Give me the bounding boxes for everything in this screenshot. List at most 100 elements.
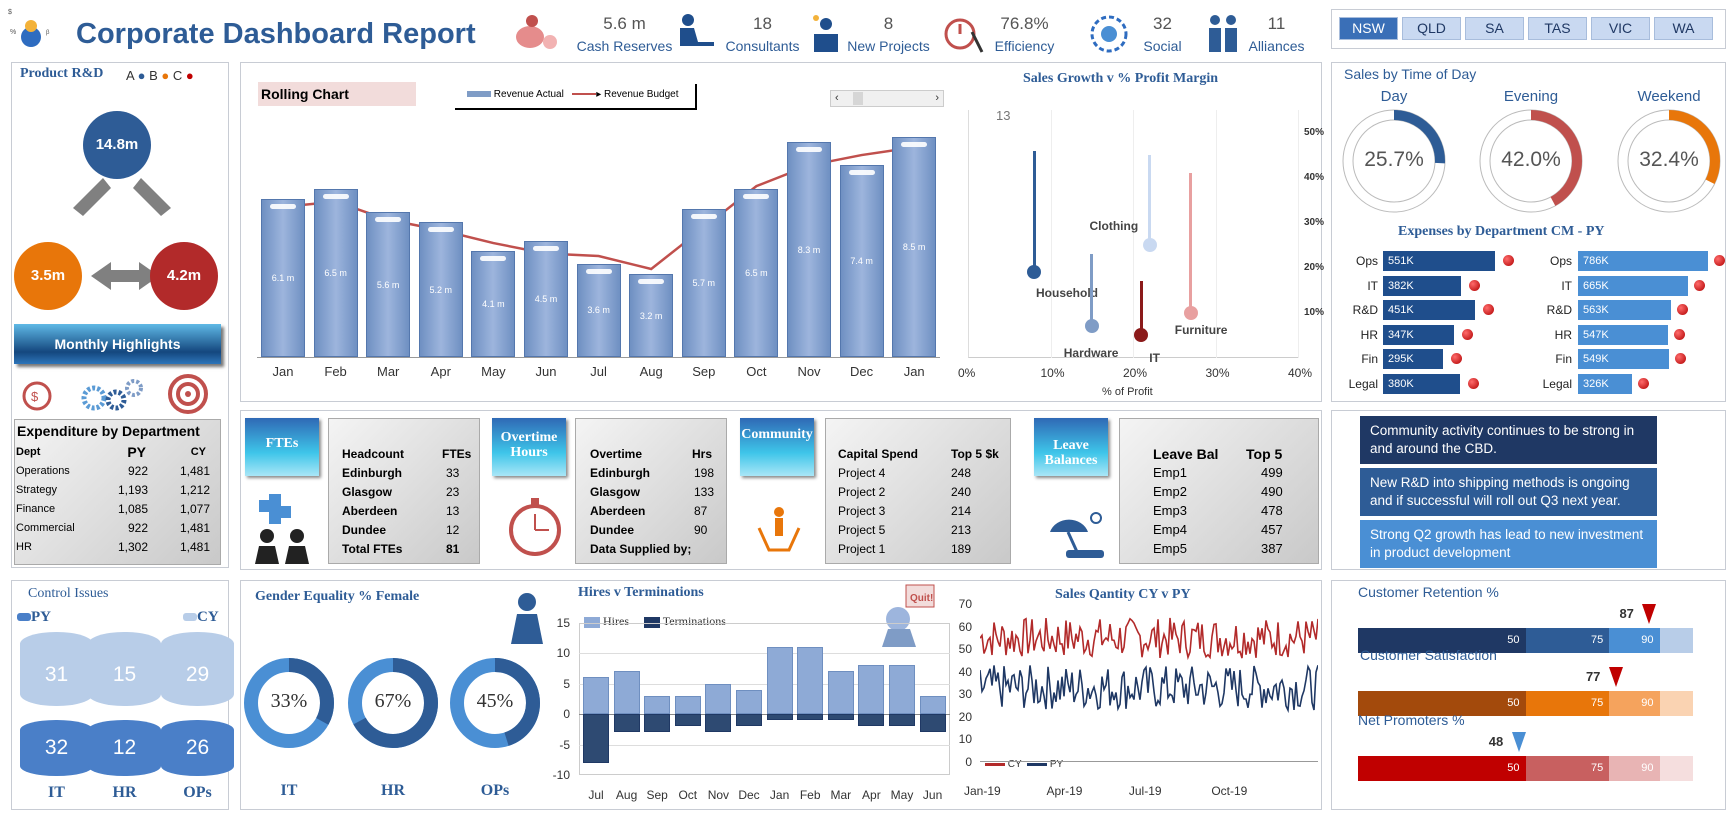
monthly-highlights-banner[interactable]: Monthly Highlights <box>14 324 221 364</box>
tod-donut-1 <box>1479 109 1583 213</box>
manager-icon <box>503 590 545 649</box>
scroll-left-icon[interactable]: ‹ <box>835 92 839 104</box>
sales-qty-ytick: 50 <box>958 642 972 657</box>
quit-cartoon-icon: Quit! <box>870 583 938 654</box>
rolling-x-label: Dec <box>850 364 874 379</box>
expenditure-title: Expenditure by Department <box>17 423 200 439</box>
sales-qty-xtick: Apr-19 <box>1046 784 1083 798</box>
tod-value-1: 42.0% <box>1501 148 1561 171</box>
scatter-point-furniture <box>1183 305 1198 320</box>
ftes-rows: Headcount FTEs Edinburgh 33 Glasgow 23 Aber… <box>342 446 472 556</box>
sales-qty-ytick: 0 <box>965 755 972 769</box>
community-tile[interactable]: Community <box>740 418 814 476</box>
svg-text:Quit!: Quit! <box>910 593 933 604</box>
overtime-table <box>575 418 727 564</box>
expense-dept-py: R&D <box>1546 303 1572 317</box>
retention-seg: 75 <box>1525 628 1610 653</box>
kpi-efficiency: 76.8% Efficiency <box>994 14 1055 54</box>
terminations-bar <box>736 714 762 727</box>
hires-x-label: Aug <box>615 788 638 802</box>
retention-marker-1 <box>1608 667 1623 687</box>
rolling-bar-5: 4.5 m <box>524 240 568 357</box>
retention-seg: 90 <box>1609 628 1660 653</box>
state-button-sa[interactable]: SA <box>1465 17 1524 40</box>
expenditure-rows: Dept PY CY Operations 922 1,481 Strategy 1,19… <box>16 443 210 554</box>
expense-bar-py: 326K <box>1578 373 1632 394</box>
scatter-point-household <box>1027 265 1041 280</box>
leave-table <box>1119 418 1319 564</box>
state-button-nsw[interactable]: NSW <box>1339 17 1398 40</box>
rolling-bar-label: 5.2 m <box>429 284 453 295</box>
rolling-chart-scrollbar[interactable]: ‹ › <box>830 90 944 107</box>
expense-dept-py: Legal <box>1542 376 1572 391</box>
rolling-x-label: Oct <box>746 364 767 379</box>
control-cat-label: HR <box>112 784 137 801</box>
hires-x-label: Nov <box>707 788 730 802</box>
hires-ytick: -5 <box>559 737 570 752</box>
expense-dept-py: Fin <box>1555 352 1572 366</box>
expense-dot <box>1468 279 1480 291</box>
expense-bar-py: 563K <box>1578 300 1672 320</box>
svg-text:%: % <box>10 29 16 36</box>
retention-seg <box>1659 628 1693 653</box>
rolling-x-label: Jun <box>535 364 557 379</box>
gender-value-1: 67% <box>374 690 412 712</box>
leave-balances-tile[interactable]: Leave Balances <box>1034 418 1108 476</box>
scatter-label: Hardware <box>1063 346 1119 361</box>
kpi-social: 32 Social <box>1143 14 1182 54</box>
rolling-bar-label: 4.1 m <box>482 298 505 309</box>
rolling-bar-label: 8.5 m <box>902 241 926 252</box>
scatter-ytick: 10% <box>1304 306 1325 318</box>
note-3: Strong Q2 growth has lead to new investm… <box>1360 520 1657 568</box>
hires-ytick: 5 <box>563 676 570 691</box>
state-button-qld[interactable]: QLD <box>1402 17 1461 40</box>
hires-bar <box>736 689 762 714</box>
tod-value-2: 32.4% <box>1639 148 1699 171</box>
rolling-chart-legend: Revenue Actual ▸ Revenue Budget <box>455 84 697 110</box>
state-button-wa[interactable]: WA <box>1654 17 1713 40</box>
hires-bar <box>705 683 732 714</box>
state-button-tas[interactable]: TAS <box>1528 17 1587 40</box>
retention-title-1: Customer Satisfaction <box>1360 647 1497 663</box>
rolling-x-label: Apr <box>430 364 451 379</box>
community-table <box>825 418 1011 564</box>
control-issues-title: Control Issues <box>28 586 109 601</box>
donut-arc <box>348 658 438 748</box>
beach-icon <box>1046 506 1106 567</box>
scatter-stem-furniture <box>1189 173 1193 313</box>
gender-value-2: 45% <box>476 690 514 712</box>
hires-bar <box>583 677 609 714</box>
retention-marker-0 <box>1642 604 1657 624</box>
expense-dept-cm: Ops <box>1355 254 1378 268</box>
hires-bar <box>797 646 824 714</box>
retention-seg: 90 <box>1609 756 1660 781</box>
hires-gridline <box>579 653 951 654</box>
control-py-legend: PY <box>17 609 51 626</box>
ftes-tile[interactable]: FTEs <box>245 418 319 476</box>
terminations-bar <box>766 714 793 721</box>
rolling-bar-label: 3.6 m <box>587 305 610 316</box>
scatter-gridline <box>1215 110 1217 358</box>
retention-seg <box>1659 756 1693 781</box>
scroll-right-icon[interactable]: › <box>935 92 939 104</box>
terminations-bar <box>644 714 671 733</box>
money-bag-icon: $ <box>20 374 54 419</box>
rolling-bar-3: 5.2 m <box>418 222 463 357</box>
expense-dot <box>1637 377 1649 389</box>
state-button-vic[interactable]: VIC <box>1591 17 1650 40</box>
donut-arc <box>450 658 540 748</box>
scatter-ytick: 40% <box>1304 171 1325 183</box>
alliance-icon <box>1206 12 1240 59</box>
scatter-ytick: 20% <box>1304 261 1325 273</box>
sales-qty-ytick: 40 <box>958 664 972 679</box>
expense-dot <box>1461 328 1473 340</box>
expense-dot <box>1468 377 1480 389</box>
page-title: Corporate Dashboard Report <box>76 18 476 50</box>
overtime-tile[interactable]: Overtime Hours <box>492 418 566 476</box>
rolling-x-label: Jan <box>272 364 294 379</box>
hires-x-label: May <box>890 788 914 802</box>
scroll-thumb[interactable] <box>853 92 863 105</box>
community-hands-icon <box>755 504 803 563</box>
hires-x-label: Jun <box>922 788 943 802</box>
rolling-x-label: Aug <box>639 364 663 379</box>
